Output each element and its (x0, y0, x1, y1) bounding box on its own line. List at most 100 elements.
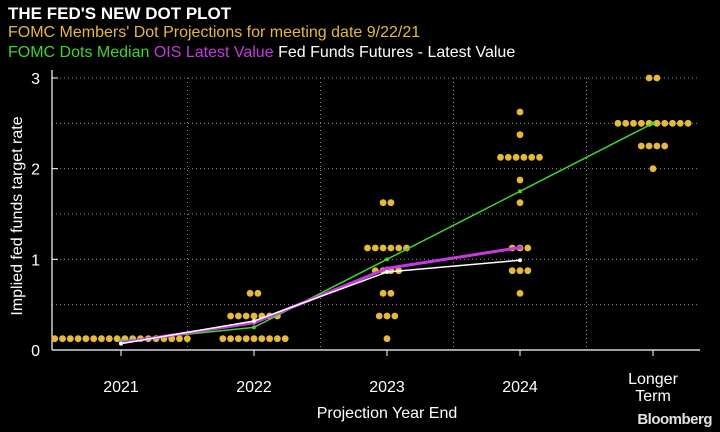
fomc-dot (630, 119, 637, 127)
fomc-dot (242, 335, 250, 343)
fomc-dot (258, 335, 266, 343)
fomc-dot (637, 119, 645, 127)
fomc-dot (516, 176, 524, 184)
fomc-dot (66, 335, 74, 343)
fomc-dot (528, 153, 536, 161)
fomc-dot (645, 74, 653, 82)
fomc-dot (516, 108, 524, 116)
fomc-dot (281, 335, 289, 343)
y-tick-label: 2 (31, 162, 40, 179)
fomc-dot (274, 335, 281, 343)
fomc-dot (645, 142, 653, 150)
fomc-dot (51, 335, 59, 343)
fomc-dot (676, 119, 684, 127)
grid-layer (52, 77, 700, 350)
fomc-dot (98, 335, 105, 343)
series-point (517, 245, 523, 250)
fomc-dot (235, 312, 242, 320)
series-point (651, 121, 655, 126)
fomc-dot (250, 312, 258, 320)
fomc-dot (364, 244, 371, 252)
y-tick-label: 3 (31, 71, 40, 88)
axis-layer: 0 1 2 3 2021 2022 2023 2024 Longer Term (31, 70, 700, 405)
series-point (252, 318, 256, 323)
fomc-dot (653, 119, 661, 127)
fomc-dot (387, 199, 395, 207)
fomc-dot (524, 267, 532, 275)
fomc-dot (371, 244, 379, 252)
x-tick-label: 2021 (103, 379, 139, 396)
y-tick-label: 0 (31, 343, 40, 360)
fomc-dot (391, 312, 399, 320)
fomc-dot (497, 153, 504, 161)
fomc-dot (516, 289, 524, 297)
fomc-dot (684, 119, 692, 127)
fomc-dot (379, 244, 387, 252)
fomc-dot (516, 199, 524, 207)
series-point (384, 266, 390, 271)
dots-layer (51, 74, 692, 343)
series-point (252, 325, 256, 330)
fomc-dot (653, 142, 661, 150)
fomc-dot (622, 119, 630, 127)
fomc-dot (375, 312, 383, 320)
fomc-dot (183, 335, 191, 343)
fomc-dot (387, 289, 395, 297)
x-axis-label: Projection Year End (317, 405, 458, 422)
fomc-dot (508, 267, 516, 275)
fomc-dot (653, 74, 661, 82)
fomc-dot (383, 312, 391, 320)
series-point (119, 341, 123, 346)
line-legend: FOMC Dots Median OIS Latest Value Fed Fu… (8, 44, 515, 62)
y-tick-label: 1 (31, 252, 40, 269)
fomc-dot (113, 335, 121, 343)
fomc-dot (105, 335, 113, 343)
fomc-dot (669, 119, 676, 127)
x-tick-label: 2023 (369, 379, 405, 396)
fomc-dot (59, 335, 66, 343)
legend-futures: Fed Funds Futures - Latest Value (278, 44, 516, 61)
fomc-dot (250, 335, 258, 343)
x-tick-label: 2022 (236, 379, 272, 396)
legend-ois: OIS Latest Value (153, 44, 274, 61)
dots-legend-subtitle: FOMC Members' Dot Projections for meetin… (8, 24, 421, 41)
fomc-dot (379, 289, 387, 297)
fomc-dot (254, 289, 262, 297)
fomc-dot (516, 131, 524, 139)
lines-layer (118, 121, 655, 346)
fomc-dot (227, 335, 235, 343)
series-line (120, 246, 521, 345)
fomc-dot (520, 153, 528, 161)
fomc-dot (536, 153, 543, 161)
series-point (385, 270, 389, 275)
fomc-dot (266, 335, 273, 343)
fomc-dot (242, 312, 250, 320)
fomc-dot (387, 244, 395, 252)
bloomberg-logo: Bloomberg (637, 411, 712, 428)
series-point (518, 258, 522, 263)
fomc-dot (74, 335, 82, 343)
fomc-dot (219, 335, 227, 343)
fomc-dot (395, 244, 403, 252)
fomc-dot (235, 335, 242, 343)
series-line (120, 122, 654, 342)
fomc-dot (176, 335, 183, 343)
fomc-dot (168, 335, 176, 343)
fomc-dot (383, 335, 391, 343)
fomc-dot (512, 153, 520, 161)
fomc-dot (379, 199, 387, 207)
x-tick-label: Longer Term (628, 371, 678, 405)
x-tick-label: 2024 (502, 379, 538, 396)
legend-median: FOMC Dots Median (8, 44, 150, 61)
fomc-dot (614, 119, 622, 127)
fomc-dot (90, 335, 98, 343)
chart-title: THE FED'S NEW DOT PLOT (8, 4, 232, 23)
fomc-dot (82, 335, 90, 343)
fomc-dot (661, 142, 669, 150)
fomc-dot (649, 165, 657, 173)
fomc-dot (637, 142, 645, 150)
fomc-dot (661, 119, 669, 127)
series-line (120, 259, 521, 345)
series-point (518, 189, 522, 194)
series-point (385, 257, 389, 262)
